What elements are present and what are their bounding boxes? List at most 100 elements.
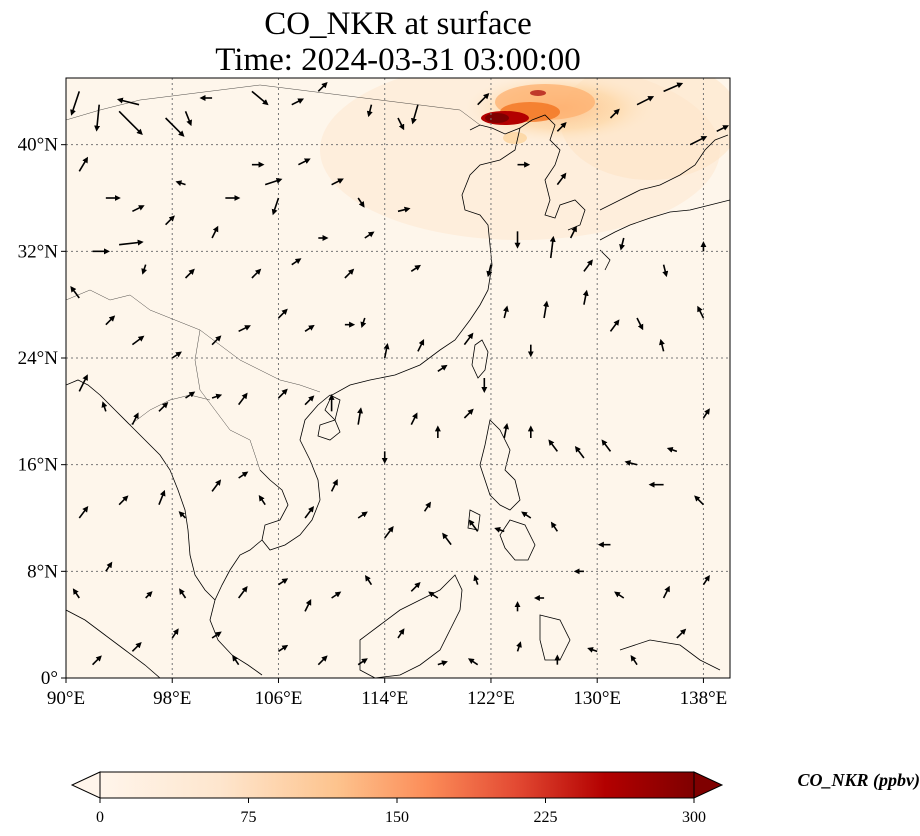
wind-arrow-icon [271, 197, 280, 216]
wind-arrow-icon [442, 532, 452, 546]
wind-arrow-icon [410, 412, 418, 426]
country-borders [66, 84, 481, 471]
wind-arrow-icon [437, 660, 448, 667]
wind-arrow-icon [211, 335, 222, 346]
wind-arrow-icon [118, 110, 143, 136]
wind-arrow-icon [237, 392, 248, 406]
wind-arrow-icon [609, 319, 620, 332]
wind-arrow-icon [357, 407, 364, 425]
wind-arrow-icon [304, 599, 312, 612]
wind-arrow-icon [232, 654, 240, 666]
wind-arrow-icon [702, 574, 710, 586]
wind-arrow-icon [331, 591, 342, 599]
wind-arrow-icon [659, 338, 665, 352]
wind-arrow-icon [78, 156, 89, 172]
wind-arrow-icon [583, 259, 593, 272]
wind-arrow-icon [521, 511, 532, 519]
wind-arrow-icon [601, 439, 612, 452]
wind-arrow-icon [549, 235, 556, 259]
wind-arrow-icon [119, 239, 144, 246]
wind-arrow-icon [258, 494, 266, 506]
wind-arrow-icon [364, 231, 375, 239]
lon-tick-label: 114°E [361, 688, 408, 709]
wind-arrow-icon [463, 408, 474, 419]
wind-arrow-icon [344, 268, 355, 279]
wind-arrow-icon [417, 339, 425, 352]
wind-arrow-icon [410, 264, 421, 272]
wind-arrow-icon [145, 591, 153, 599]
wind-arrow-icon [716, 125, 730, 133]
wind-arrow-icon [278, 578, 289, 586]
wind-arrow-icon [298, 158, 311, 166]
wind-arrow-icon [277, 308, 288, 319]
wind-arrow-icon [486, 264, 493, 278]
wind-arrow-icon [676, 628, 687, 639]
wind-arrow-icon [116, 97, 140, 106]
wind-arrow-icon [662, 264, 669, 278]
wind-arrow-icon [238, 471, 249, 479]
wind-arrow-icon [467, 658, 479, 666]
wind-arrow-icon [619, 237, 625, 251]
wind-arrow-icon [360, 317, 367, 329]
wind-arrow-icon [516, 641, 522, 652]
wind-arrow-icon [291, 98, 305, 106]
colorbar-extend-min [70, 771, 101, 799]
wind-arrow-icon [694, 495, 705, 506]
wind-arrow-icon [582, 289, 589, 305]
lon-tick-label: 106°E [255, 688, 303, 709]
colorbar-tick-label: 300 [682, 809, 706, 826]
wind-arrow-icon [171, 628, 179, 639]
wind-arrow-icon [171, 351, 182, 359]
wind-arrow-icon [666, 447, 678, 453]
coastlines [66, 114, 730, 678]
wind-arrow-icon [304, 324, 315, 332]
wind-arrow-icon [636, 96, 655, 106]
wind-arrow-icon [165, 215, 175, 226]
wind-arrow-icon [503, 305, 509, 319]
wind-arrow-icon [304, 505, 315, 519]
wind-arrow-icon [94, 104, 101, 132]
lat-tick-label: 16°N [18, 455, 59, 476]
wind-arrow-icon [211, 393, 223, 400]
wind-arrow-icon [78, 505, 89, 519]
colorbar-label: CO_NKR (ppbv) [797, 770, 920, 790]
wind-arrow-icon [383, 343, 390, 359]
wind-arrow-icon [663, 82, 684, 93]
lat-tick-label: 24°N [18, 348, 59, 369]
wind-arrow-icon [548, 439, 558, 452]
wind-arrow-icon [463, 332, 474, 346]
title-line-2: Time: 2024-03-31 03:00:00 [215, 42, 581, 78]
wind-arrow-icon [662, 585, 670, 599]
wind-arrow-icon [131, 335, 145, 346]
wind-arrow-icon [211, 479, 222, 492]
wind-arrow-icon [317, 82, 328, 92]
wind-arrow-icon [141, 264, 148, 275]
wind-arrow-icon [264, 177, 283, 186]
lat-tick-label: 0° [41, 668, 58, 689]
wind-arrow-icon [78, 374, 88, 392]
wind-arrow-icon [636, 317, 644, 331]
lat-tick-label: 8°N [27, 561, 58, 582]
wind-arrow-icon [118, 495, 129, 506]
colorbar-tick-label: 150 [385, 809, 409, 826]
wind-arrow-icon [72, 588, 80, 599]
wind-arrow-icon [410, 582, 421, 592]
wind-arrow-icon [132, 205, 145, 213]
wind-arrow-icon [185, 391, 196, 399]
wind-arrow-icon [158, 489, 166, 505]
wind-arrow-icon [697, 305, 705, 319]
map-title: CO_NKR at surface Time: 2024-03-31 03:00… [66, 6, 730, 78]
wind-arrow-icon [184, 111, 192, 127]
wind-arrow-icon [357, 511, 368, 519]
wind-arrow-icon [614, 591, 625, 599]
colorbar-tick-label: 0 [96, 809, 104, 826]
wind-arrow-icon [428, 591, 439, 599]
wind-arrow-icon [331, 178, 344, 186]
lon-tick-label: 98°E [153, 688, 191, 709]
wind-arrow-icon [131, 412, 139, 426]
wind-arrow-icon [423, 501, 432, 512]
colorbar-extend-max [693, 771, 724, 799]
lat-tick-label: 32°N [18, 241, 59, 262]
wind-arrow-icon [543, 300, 549, 319]
